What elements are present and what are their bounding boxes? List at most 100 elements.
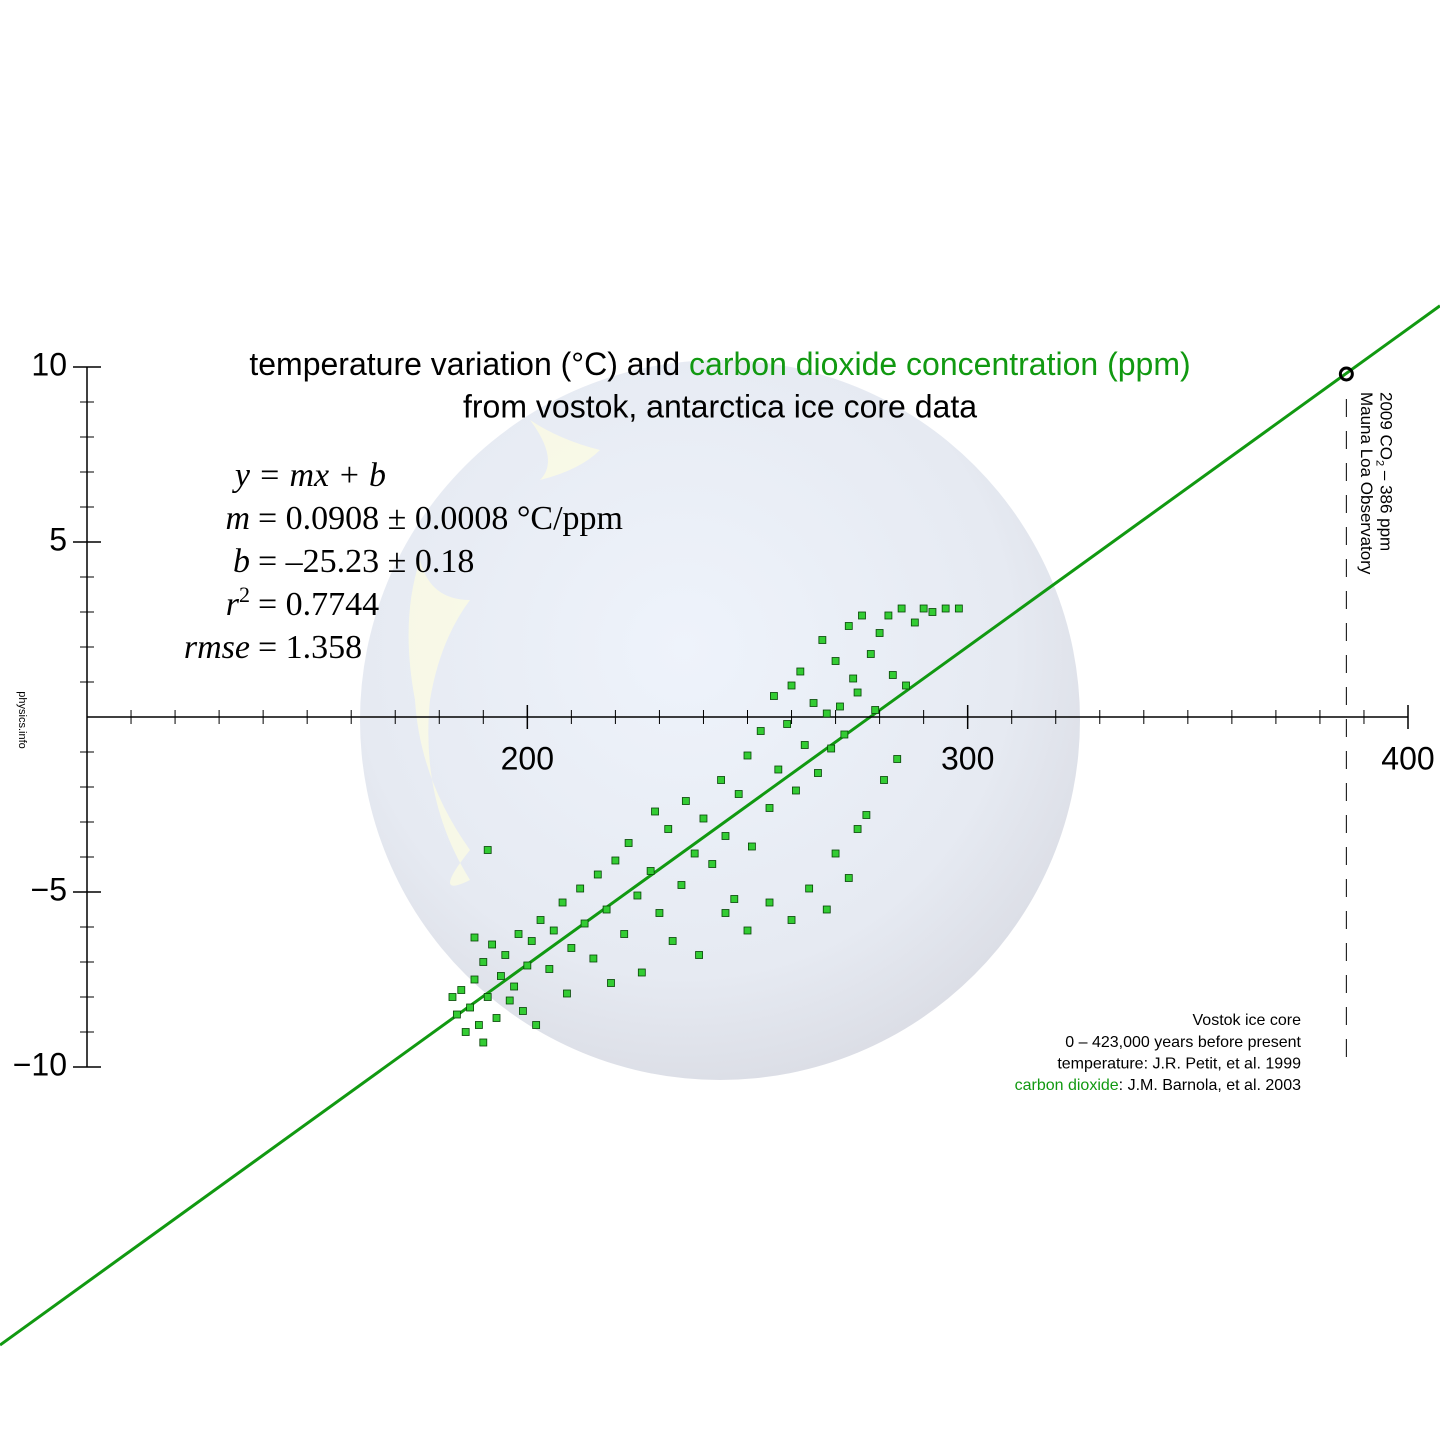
data-point [470,933,479,942]
source-rest: : J.M. Barnola, et al. 2003 [1119,1077,1301,1094]
data-point [818,636,827,644]
data-point [910,618,919,627]
data-point [607,979,615,987]
data-point [954,604,963,613]
data-point [633,891,642,900]
data-point [822,709,831,718]
data-point [836,702,844,711]
y-tick-label: −5 [31,871,67,907]
data-point [774,765,783,774]
data-point [827,744,836,753]
equation-var: y [232,457,251,494]
data-point [452,1010,461,1019]
data-point [527,937,536,945]
data-point [721,832,730,840]
data-point [532,1021,541,1029]
data-point [677,881,686,889]
equation-rhs: = 1.358 [258,629,362,666]
equation-rhs: = mx + b [258,457,386,494]
data-point [549,926,558,935]
data-point [765,804,774,812]
data-point [858,611,866,620]
data-point [545,965,554,973]
y-tick-label: −10 [13,1046,67,1082]
chart-title: temperature variation (°C) and carbon di… [249,346,1190,382]
data-point [624,839,633,847]
equation-rhs: = –25.23 ± 0.18 [258,543,474,580]
globe-land [530,420,600,480]
data-point [593,870,602,879]
reference-label-part: – 386 ppm [1376,466,1395,551]
fit-line [0,304,1440,1347]
source-line: 0 – 423,000 years before present [1065,1034,1301,1051]
data-point [893,755,902,763]
data-point [690,849,699,858]
reference-label-part: 2 [1373,460,1385,466]
data-point [664,825,673,833]
data-point [488,940,497,949]
data-point [941,604,950,613]
title-highlight: carbon dioxide concentration (ppm) [689,346,1191,382]
data-point [457,986,466,994]
data-point [466,1003,474,1012]
reference-point [1338,366,1354,382]
data-point [646,867,655,875]
data-point [655,909,664,917]
equation-rhs: = 0.0908 ± 0.0008 °C/ppm [258,500,623,537]
data-point [822,905,831,914]
data-point [721,909,730,917]
data-point [800,741,809,749]
reference-label-part: 2009 CO [1376,392,1395,460]
data-point [483,846,492,854]
data-point [492,1014,501,1022]
equation-lhs: rmse [184,629,250,666]
data-point [681,797,690,805]
data-point [567,944,576,952]
data-point [853,688,862,697]
data-point [743,751,752,760]
equation-lhs: r2 [226,582,250,623]
data-point [668,937,677,945]
globe-background [360,360,1080,1080]
data-point [501,951,510,959]
source-line: carbon dioxide: J.M. Barnola, et al. 200… [1015,1077,1302,1094]
data-point [748,842,756,851]
data-point [479,1038,488,1047]
data-point [576,884,585,893]
data-point [770,692,778,700]
data-point [461,1028,470,1036]
data-point [844,622,853,630]
source-line: Vostok ice core [1193,1012,1302,1029]
data-point [695,951,703,959]
data-point [483,993,492,1001]
data-point [897,604,906,613]
data-point [919,604,928,613]
data-point [523,961,532,970]
equation-lhs: y [232,457,251,494]
data-point [717,776,725,784]
data-point [637,968,646,977]
data-point [849,674,858,683]
title-text: temperature variation (°C) and [249,346,689,382]
data-point [783,720,792,728]
credit: physics.info [16,691,28,748]
data-point [651,807,659,816]
data-point [734,790,743,798]
reference-label: 2009 CO2 – 386 ppm [1373,392,1394,551]
data-point [853,825,862,833]
data-point [792,786,800,795]
data-point [831,849,840,858]
equation-lhs: m [225,500,250,537]
data-point [884,611,893,620]
data-point [589,954,598,963]
data-point [866,650,875,658]
data-point [765,898,774,907]
data-point [871,706,880,714]
data-point [814,769,822,777]
reference-label-2: Mauna Loa Observatory [1357,392,1376,575]
source-highlight: carbon dioxide [1015,1077,1119,1094]
x-tick-label: 400 [1381,740,1434,776]
data-point [805,884,814,893]
